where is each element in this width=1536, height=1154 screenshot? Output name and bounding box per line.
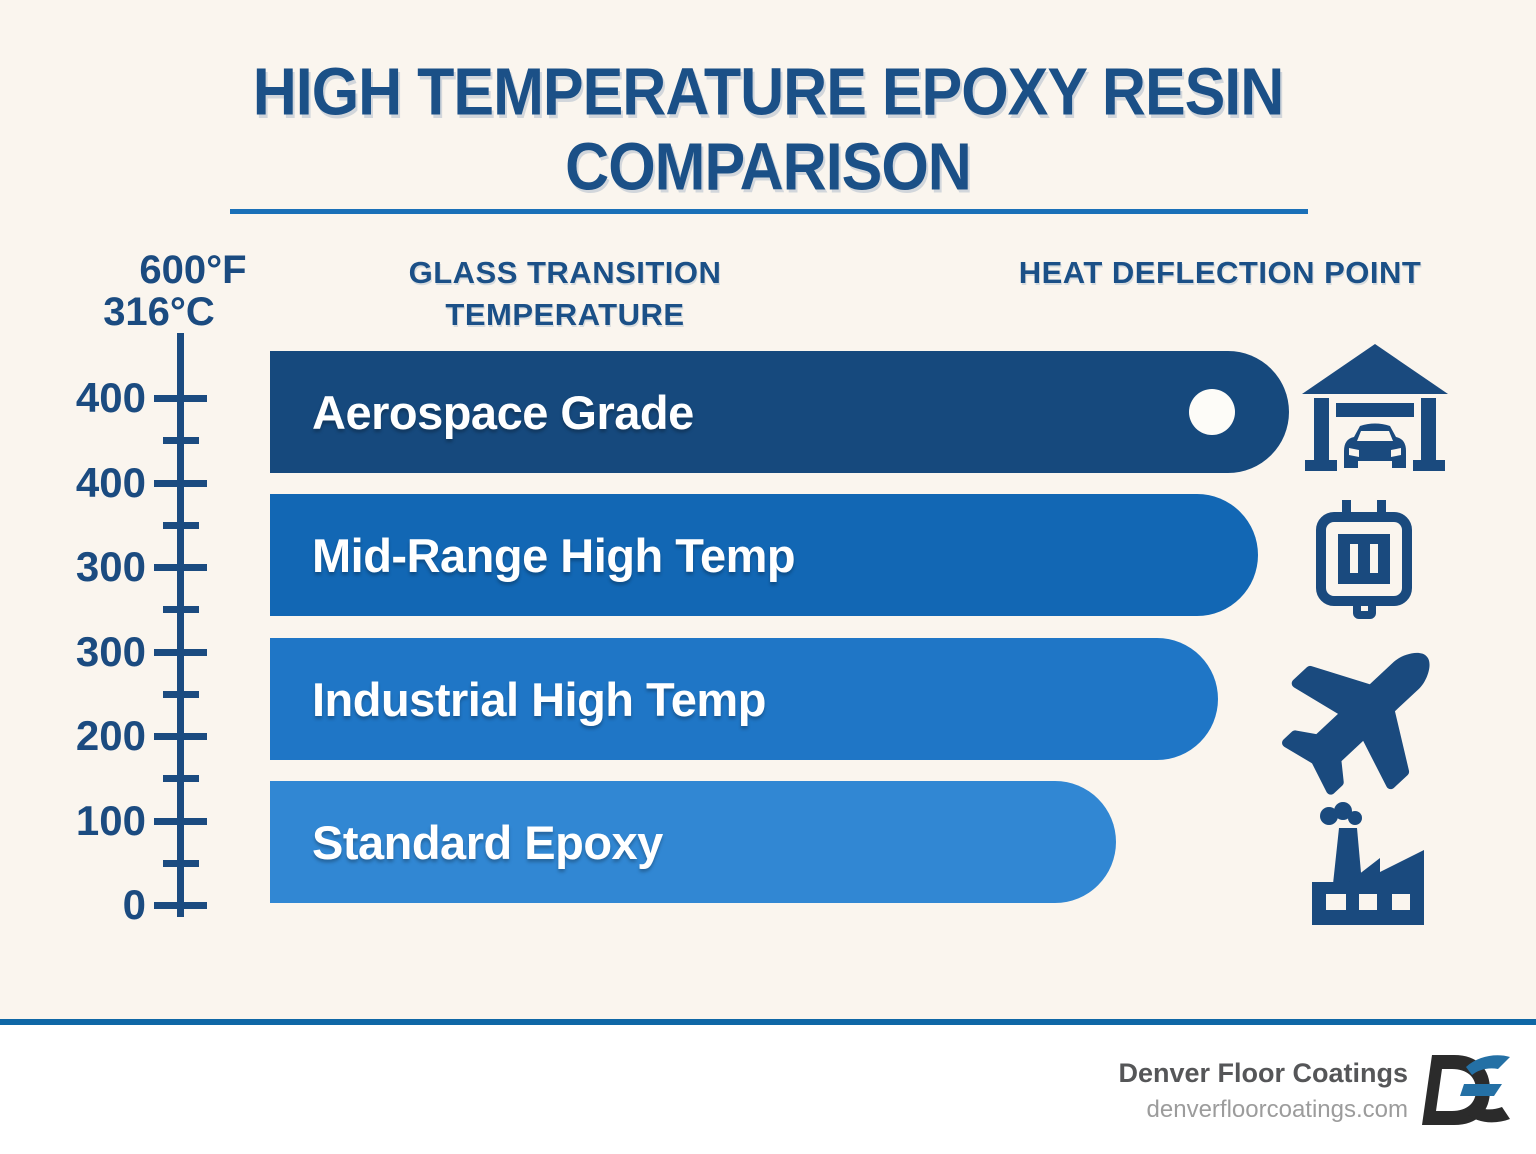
bar-standard-epoxy: Standard Epoxy (270, 781, 1116, 903)
minor-tick (163, 691, 199, 698)
scale-max-celsius: 316°C (103, 290, 215, 334)
garage-car-icon (1300, 344, 1450, 474)
footer: Denver Floor Coatings denverfloorcoating… (0, 1025, 1536, 1154)
page-title-line2: COMPARISON (565, 129, 972, 204)
tick-label: 400 (75, 374, 146, 421)
footer-website: denverfloorcoatings.com (1146, 1095, 1408, 1123)
major-tick (154, 480, 207, 487)
minor-tick (163, 437, 199, 444)
tick-label: 100 (75, 797, 146, 844)
temperature-axis (177, 333, 184, 917)
major-tick (154, 902, 207, 909)
tick-label: 200 (75, 712, 146, 759)
bar-label-aerospace-grade: Aerospace Grade (312, 385, 694, 439)
glass-transition-header-line2: TEMPERATURE (445, 296, 685, 332)
minor-tick (163, 775, 199, 782)
bar-mid-range-high-temp: Mid-Range High Temp (270, 494, 1258, 616)
tick-label: 0 (122, 881, 146, 928)
bar-industrial-high-temp: Industrial High Temp (270, 638, 1218, 760)
factory-icon (1302, 802, 1432, 930)
title-divider (230, 209, 1308, 214)
bar-label-industrial-high-temp: Industrial High Temp (312, 672, 766, 726)
minor-tick (163, 522, 199, 529)
major-tick (154, 733, 207, 740)
footer-company-name: Denver Floor Coatings (1118, 1058, 1408, 1088)
tick-label: 300 (75, 543, 146, 590)
scale-max-fahrenheit: 600°F (139, 248, 247, 292)
page-title: HIGH TEMPERATURE EPOXY RESIN COMPARISON (0, 54, 1536, 204)
company-logo (1420, 1053, 1512, 1127)
major-tick (154, 395, 207, 402)
minor-tick (163, 606, 199, 613)
major-tick (154, 564, 207, 571)
tick-label: 300 (75, 628, 146, 675)
footer-divider (0, 1019, 1536, 1025)
glass-transition-header: GLASS TRANSITION TEMPERATURE (360, 252, 770, 336)
major-tick (154, 649, 207, 656)
glass-transition-header-line1: GLASS TRANSITION (408, 255, 722, 290)
bar-label-mid-range-high-temp: Mid-Range High Temp (312, 528, 796, 582)
bar-aerospace-grade: Aerospace Grade (270, 351, 1289, 473)
major-tick (154, 818, 207, 825)
power-outlet-icon (1312, 500, 1416, 620)
airplane-icon (1254, 602, 1478, 825)
heat-deflection-header: HEAT DEFLECTION POINT (1018, 255, 1422, 290)
endpoint-dot (1189, 389, 1235, 435)
minor-tick (163, 860, 199, 867)
tick-label: 400 (75, 459, 146, 506)
bar-label-standard-epoxy: Standard Epoxy (312, 815, 663, 869)
footer-text-block: Denver Floor Coatings denverfloorcoating… (1118, 1058, 1408, 1123)
page-title-line1: HIGH TEMPERATURE EPOXY RESIN (252, 54, 1285, 129)
